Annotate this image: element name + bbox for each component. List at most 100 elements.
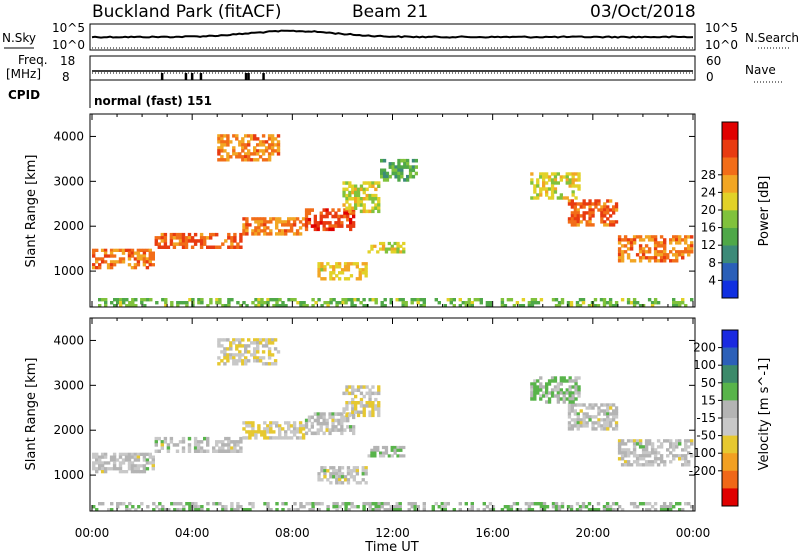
echo-cell xyxy=(488,502,493,506)
echo-cell xyxy=(681,454,685,458)
echo-cell xyxy=(663,439,667,443)
echo-cell xyxy=(335,265,339,269)
echo-cell xyxy=(356,413,361,418)
cpid-text: normal (fast) 151 xyxy=(94,94,212,108)
echo-cell xyxy=(158,502,162,506)
echo-cell xyxy=(100,470,105,474)
echo-cell xyxy=(281,436,285,440)
echo-cell xyxy=(251,430,255,434)
echo-cell xyxy=(261,152,266,156)
echo-cell xyxy=(684,241,688,245)
echo-cell xyxy=(133,263,138,267)
echo-cell xyxy=(325,221,329,225)
echo-cell xyxy=(257,424,261,428)
echo-cell xyxy=(606,208,610,212)
echo-cell xyxy=(247,350,251,354)
echo-cell xyxy=(332,505,336,509)
echo-cell xyxy=(585,223,589,227)
echo-cell xyxy=(118,467,123,471)
colorbar-segment xyxy=(722,122,738,140)
echo-cell xyxy=(332,469,336,473)
echo-cell xyxy=(334,425,338,429)
echo-cell xyxy=(647,451,652,455)
echo-cell xyxy=(547,379,552,383)
echo-cell xyxy=(377,502,381,506)
freq-label: Freq. xyxy=(18,53,48,67)
echo-cell xyxy=(323,472,327,476)
echo-cell xyxy=(355,469,359,473)
echo-cell xyxy=(109,266,114,270)
echo-cell xyxy=(644,451,649,455)
echo-cell xyxy=(359,404,364,408)
echo-cell xyxy=(307,418,312,423)
echo-cell xyxy=(656,445,661,449)
echo-cell xyxy=(267,338,272,342)
echo-cell xyxy=(539,382,543,386)
echo-cell xyxy=(362,407,366,411)
echo-cell xyxy=(352,466,356,470)
echo-cell xyxy=(547,187,552,191)
echo-cell xyxy=(669,439,673,443)
echo-cell xyxy=(320,502,324,506)
echo-cell xyxy=(656,301,661,305)
echo-cell xyxy=(368,505,372,509)
echo-cell xyxy=(328,221,332,225)
echo-cell xyxy=(302,304,306,308)
echo-cell xyxy=(178,232,183,237)
power-colorbar-label: Power [dB] xyxy=(757,176,772,247)
echo-cell xyxy=(400,171,404,176)
date-title: 03/Oct/2018 xyxy=(590,2,696,22)
echo-cell xyxy=(287,508,291,512)
echo-cell xyxy=(130,455,135,459)
echo-cell xyxy=(354,401,358,405)
echo-cell xyxy=(113,298,117,302)
echo-cell xyxy=(542,502,547,506)
echo-cell xyxy=(142,458,147,462)
echo-cell xyxy=(118,464,123,468)
echo-cell xyxy=(284,223,288,227)
echo-cell xyxy=(361,466,365,470)
echo-cell xyxy=(253,359,257,363)
echo-cell xyxy=(612,427,616,431)
echo-cell xyxy=(185,301,189,305)
echo-cell xyxy=(623,448,628,452)
echo-cell xyxy=(647,502,652,506)
echo-cell xyxy=(154,449,158,453)
echo-cell xyxy=(356,298,360,302)
echo-cell xyxy=(377,391,381,396)
echo-cell xyxy=(606,211,610,215)
echo-cell xyxy=(232,146,236,150)
echo-cell xyxy=(298,226,303,230)
echo-cell xyxy=(562,175,566,179)
echo-cell xyxy=(244,350,248,354)
echo-cell xyxy=(663,259,667,263)
echo-cell xyxy=(392,508,396,512)
echo-cell xyxy=(650,448,655,452)
echo-cell xyxy=(603,424,607,428)
echo-cell xyxy=(550,178,555,182)
echo-cell xyxy=(398,502,402,506)
echo-cell xyxy=(485,301,490,305)
echo-cell xyxy=(391,168,395,173)
echo-cell xyxy=(241,146,245,150)
echo-cell xyxy=(266,226,270,230)
echo-cell xyxy=(241,149,245,153)
echo-cell xyxy=(392,505,396,509)
echo-cell xyxy=(553,394,558,398)
echo-cell xyxy=(556,196,560,200)
echo-cell xyxy=(553,388,558,392)
echo-cell xyxy=(614,427,619,431)
echo-cell xyxy=(326,505,330,509)
echo-cell xyxy=(172,232,177,237)
echo-cell xyxy=(650,451,655,455)
echo-cell xyxy=(577,394,581,398)
echo-cell xyxy=(193,449,198,453)
echo-cell xyxy=(547,382,552,386)
echo-cell xyxy=(164,298,168,302)
echo-cell xyxy=(98,458,102,462)
echo-cell xyxy=(452,304,456,308)
echo-cell xyxy=(247,143,251,147)
echo-cell xyxy=(384,250,389,254)
echo-cell xyxy=(98,263,102,267)
echo-cell xyxy=(647,235,652,239)
